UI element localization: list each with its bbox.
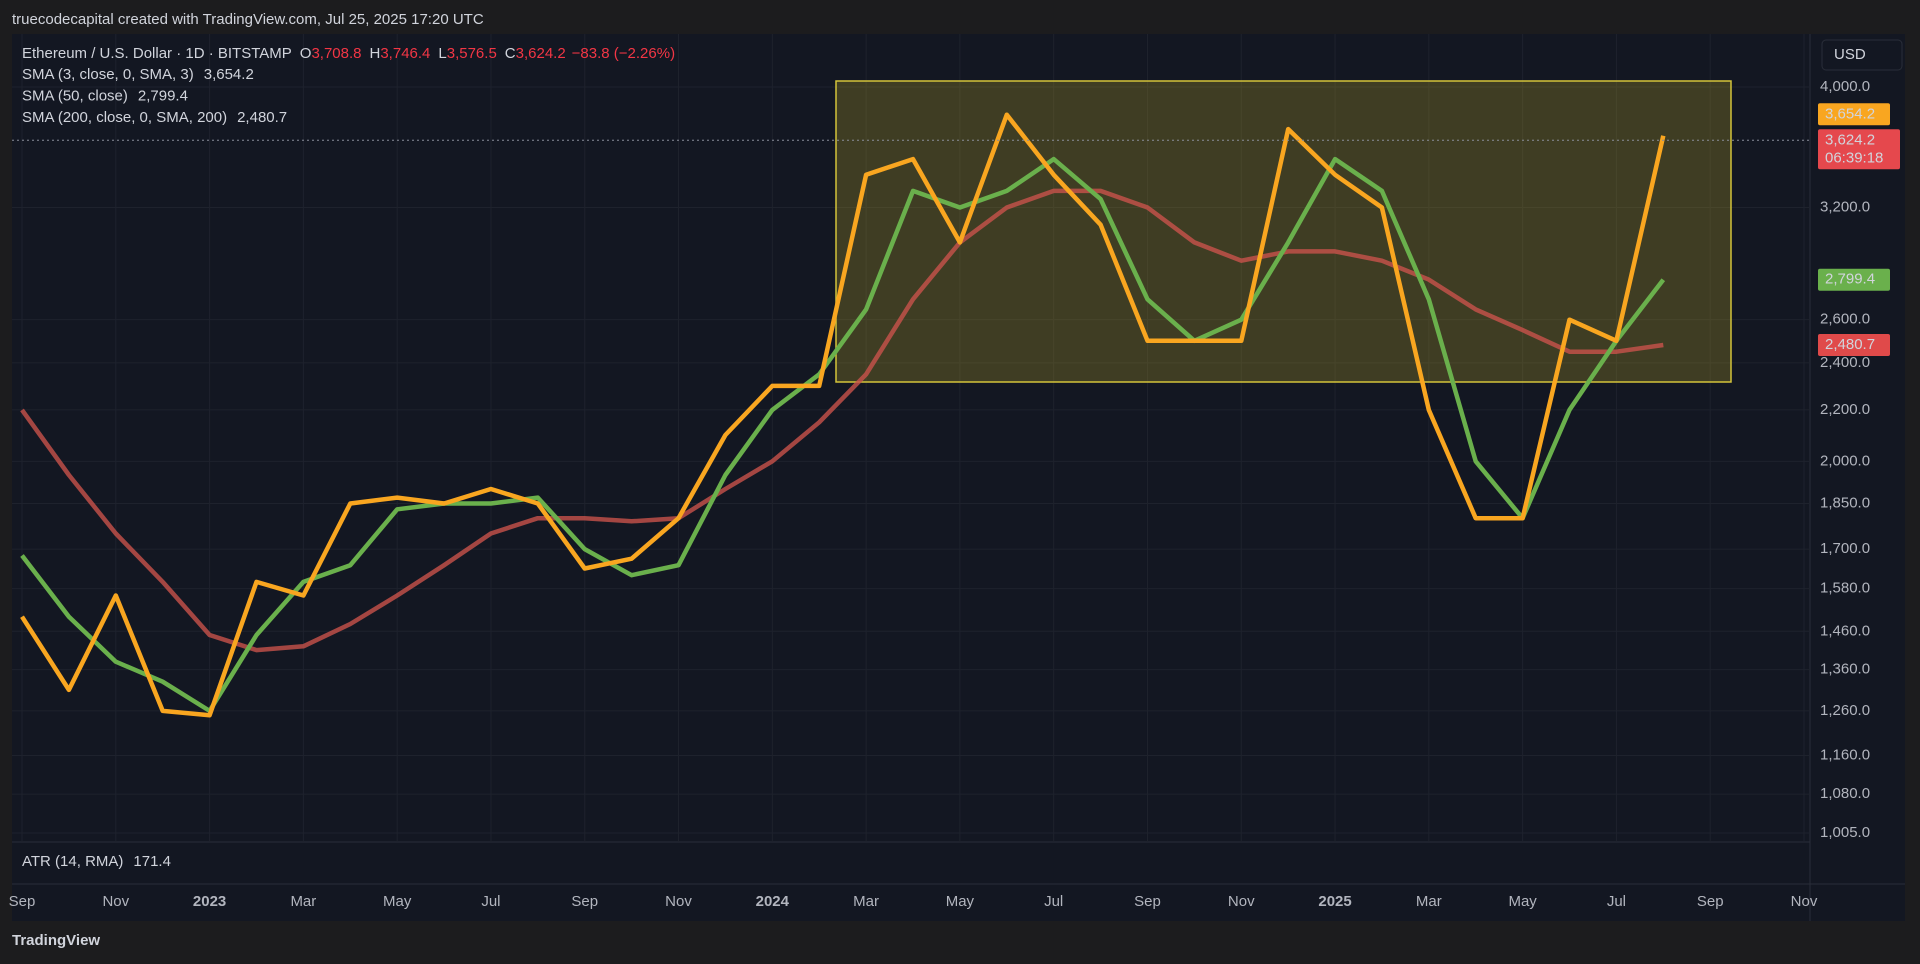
price-tag bbox=[1818, 334, 1890, 357]
price-tag-label: 3,654.2 bbox=[1825, 105, 1875, 122]
grid bbox=[12, 34, 1810, 842]
y-tick-label: 2,600.0 bbox=[1820, 311, 1870, 328]
price-tag bbox=[1818, 103, 1890, 126]
x-tick-label: Sep bbox=[571, 893, 598, 910]
y-tick-label: 1,460.0 bbox=[1820, 622, 1870, 639]
y-axis: 1,005.0 1,080.0 1,160.0 1,260.0 1,360.0 1,460… bbox=[1818, 78, 1900, 841]
x-tick-label: Sep bbox=[9, 893, 36, 910]
legend-value: 2,480.7 bbox=[237, 109, 287, 126]
price-tag bbox=[1818, 268, 1890, 291]
x-tick-label: 2024 bbox=[756, 893, 790, 910]
ohlc-value: 3,624.2 bbox=[516, 45, 566, 62]
y-tick-label: 4,000.0 bbox=[1820, 78, 1870, 95]
y-tick-label: 1,700.0 bbox=[1820, 540, 1870, 557]
x-tick-label: Mar bbox=[1416, 893, 1442, 910]
x-tick-label: 2025 bbox=[1318, 893, 1351, 910]
brand: TradingView bbox=[12, 932, 100, 949]
ohlc-value: 3,746.4 bbox=[380, 45, 430, 62]
x-tick-label: Sep bbox=[1697, 893, 1724, 910]
close-tag-label: 3,624.2 bbox=[1825, 131, 1875, 148]
x-tick-label: May bbox=[383, 893, 412, 910]
x-tick-label: Nov bbox=[102, 893, 129, 910]
x-tick-label: Mar bbox=[853, 893, 879, 910]
atr-value: 171.4 bbox=[133, 853, 171, 870]
ohlc-value: 3,708.8 bbox=[311, 45, 361, 62]
x-tick-label: Jul bbox=[1607, 893, 1626, 910]
y-tick-label: 1,160.0 bbox=[1820, 747, 1870, 764]
series-line bbox=[20, 188, 1664, 653]
legend-header: Ethereum / U.S. Dollar · 1D · BITSTAMP O3… bbox=[22, 45, 675, 62]
x-axis: Sep Nov 2023 Mar May Jul Sep Nov 2024 Mar May Jul Se… bbox=[9, 893, 1818, 910]
y-tick-label: 3,200.0 bbox=[1820, 198, 1870, 215]
ohlc-key: H bbox=[370, 45, 381, 62]
x-tick-label: 2023 bbox=[193, 893, 226, 910]
currency[interactable]: USD bbox=[1834, 46, 1866, 63]
y-tick-label: 1,580.0 bbox=[1820, 580, 1870, 597]
countdown: 06:39:18 bbox=[1825, 149, 1883, 166]
series-line bbox=[20, 112, 1666, 718]
legend-name: SMA (200, close, 0, SMA, 200) bbox=[22, 109, 227, 126]
credit: truecodecapital created with TradingView… bbox=[12, 11, 484, 28]
close-tag bbox=[1818, 129, 1900, 170]
y-tick-label: 2,400.0 bbox=[1820, 354, 1870, 371]
y-tick-label: 1,005.0 bbox=[1820, 824, 1870, 841]
x-tick-label: Nov bbox=[1791, 893, 1818, 910]
ohlc-key: L bbox=[438, 45, 446, 62]
x-tick-label: Nov bbox=[1228, 893, 1255, 910]
y-tick-label: 1,260.0 bbox=[1820, 702, 1870, 719]
legend-value: 3,654.2 bbox=[204, 66, 254, 83]
currency-button[interactable] bbox=[1821, 39, 1903, 71]
plot bbox=[12, 112, 1810, 718]
ohlc-value: 3,576.5 bbox=[447, 45, 497, 62]
range-box bbox=[835, 80, 1732, 383]
series-line bbox=[20, 156, 1666, 714]
x-tick-label: Jul bbox=[481, 893, 500, 910]
ohlc-key: C bbox=[505, 45, 516, 62]
y-tick-label: 2,000.0 bbox=[1820, 452, 1870, 469]
x-tick-label: Nov bbox=[665, 893, 692, 910]
x-tick-label: Jul bbox=[1044, 893, 1063, 910]
x-tick-label: Mar bbox=[290, 893, 316, 910]
y-tick-label: 2,200.0 bbox=[1820, 401, 1870, 418]
y-tick-label: 1,080.0 bbox=[1820, 785, 1870, 802]
x-tick-label: May bbox=[1508, 893, 1537, 910]
x-tick-label: May bbox=[946, 893, 975, 910]
y-tick-label: 1,360.0 bbox=[1820, 661, 1870, 678]
ohlc-key: O bbox=[300, 45, 312, 62]
change: −83.8 (−2.26%) bbox=[572, 45, 675, 62]
price-tag-label: 2,480.7 bbox=[1825, 336, 1875, 353]
legend-value: 2,799.4 bbox=[138, 87, 188, 104]
x-tick-label: Sep bbox=[1134, 893, 1161, 910]
chart-panel bbox=[12, 34, 1905, 921]
price-tag-label: 2,799.4 bbox=[1825, 271, 1875, 288]
symbol: Ethereum / U.S. Dollar · 1D · BITSTAMP bbox=[22, 45, 292, 62]
y-tick-label: 1,850.0 bbox=[1820, 494, 1870, 511]
legend-name: SMA (3, close, 0, SMA, 3) bbox=[22, 66, 194, 83]
atr-name: ATR (14, RMA) bbox=[22, 853, 123, 870]
legend-name: SMA (50, close) bbox=[22, 87, 128, 104]
legend: SMA (3, close, 0, SMA, 3) 3,654.2 SMA (50,… bbox=[22, 66, 287, 126]
